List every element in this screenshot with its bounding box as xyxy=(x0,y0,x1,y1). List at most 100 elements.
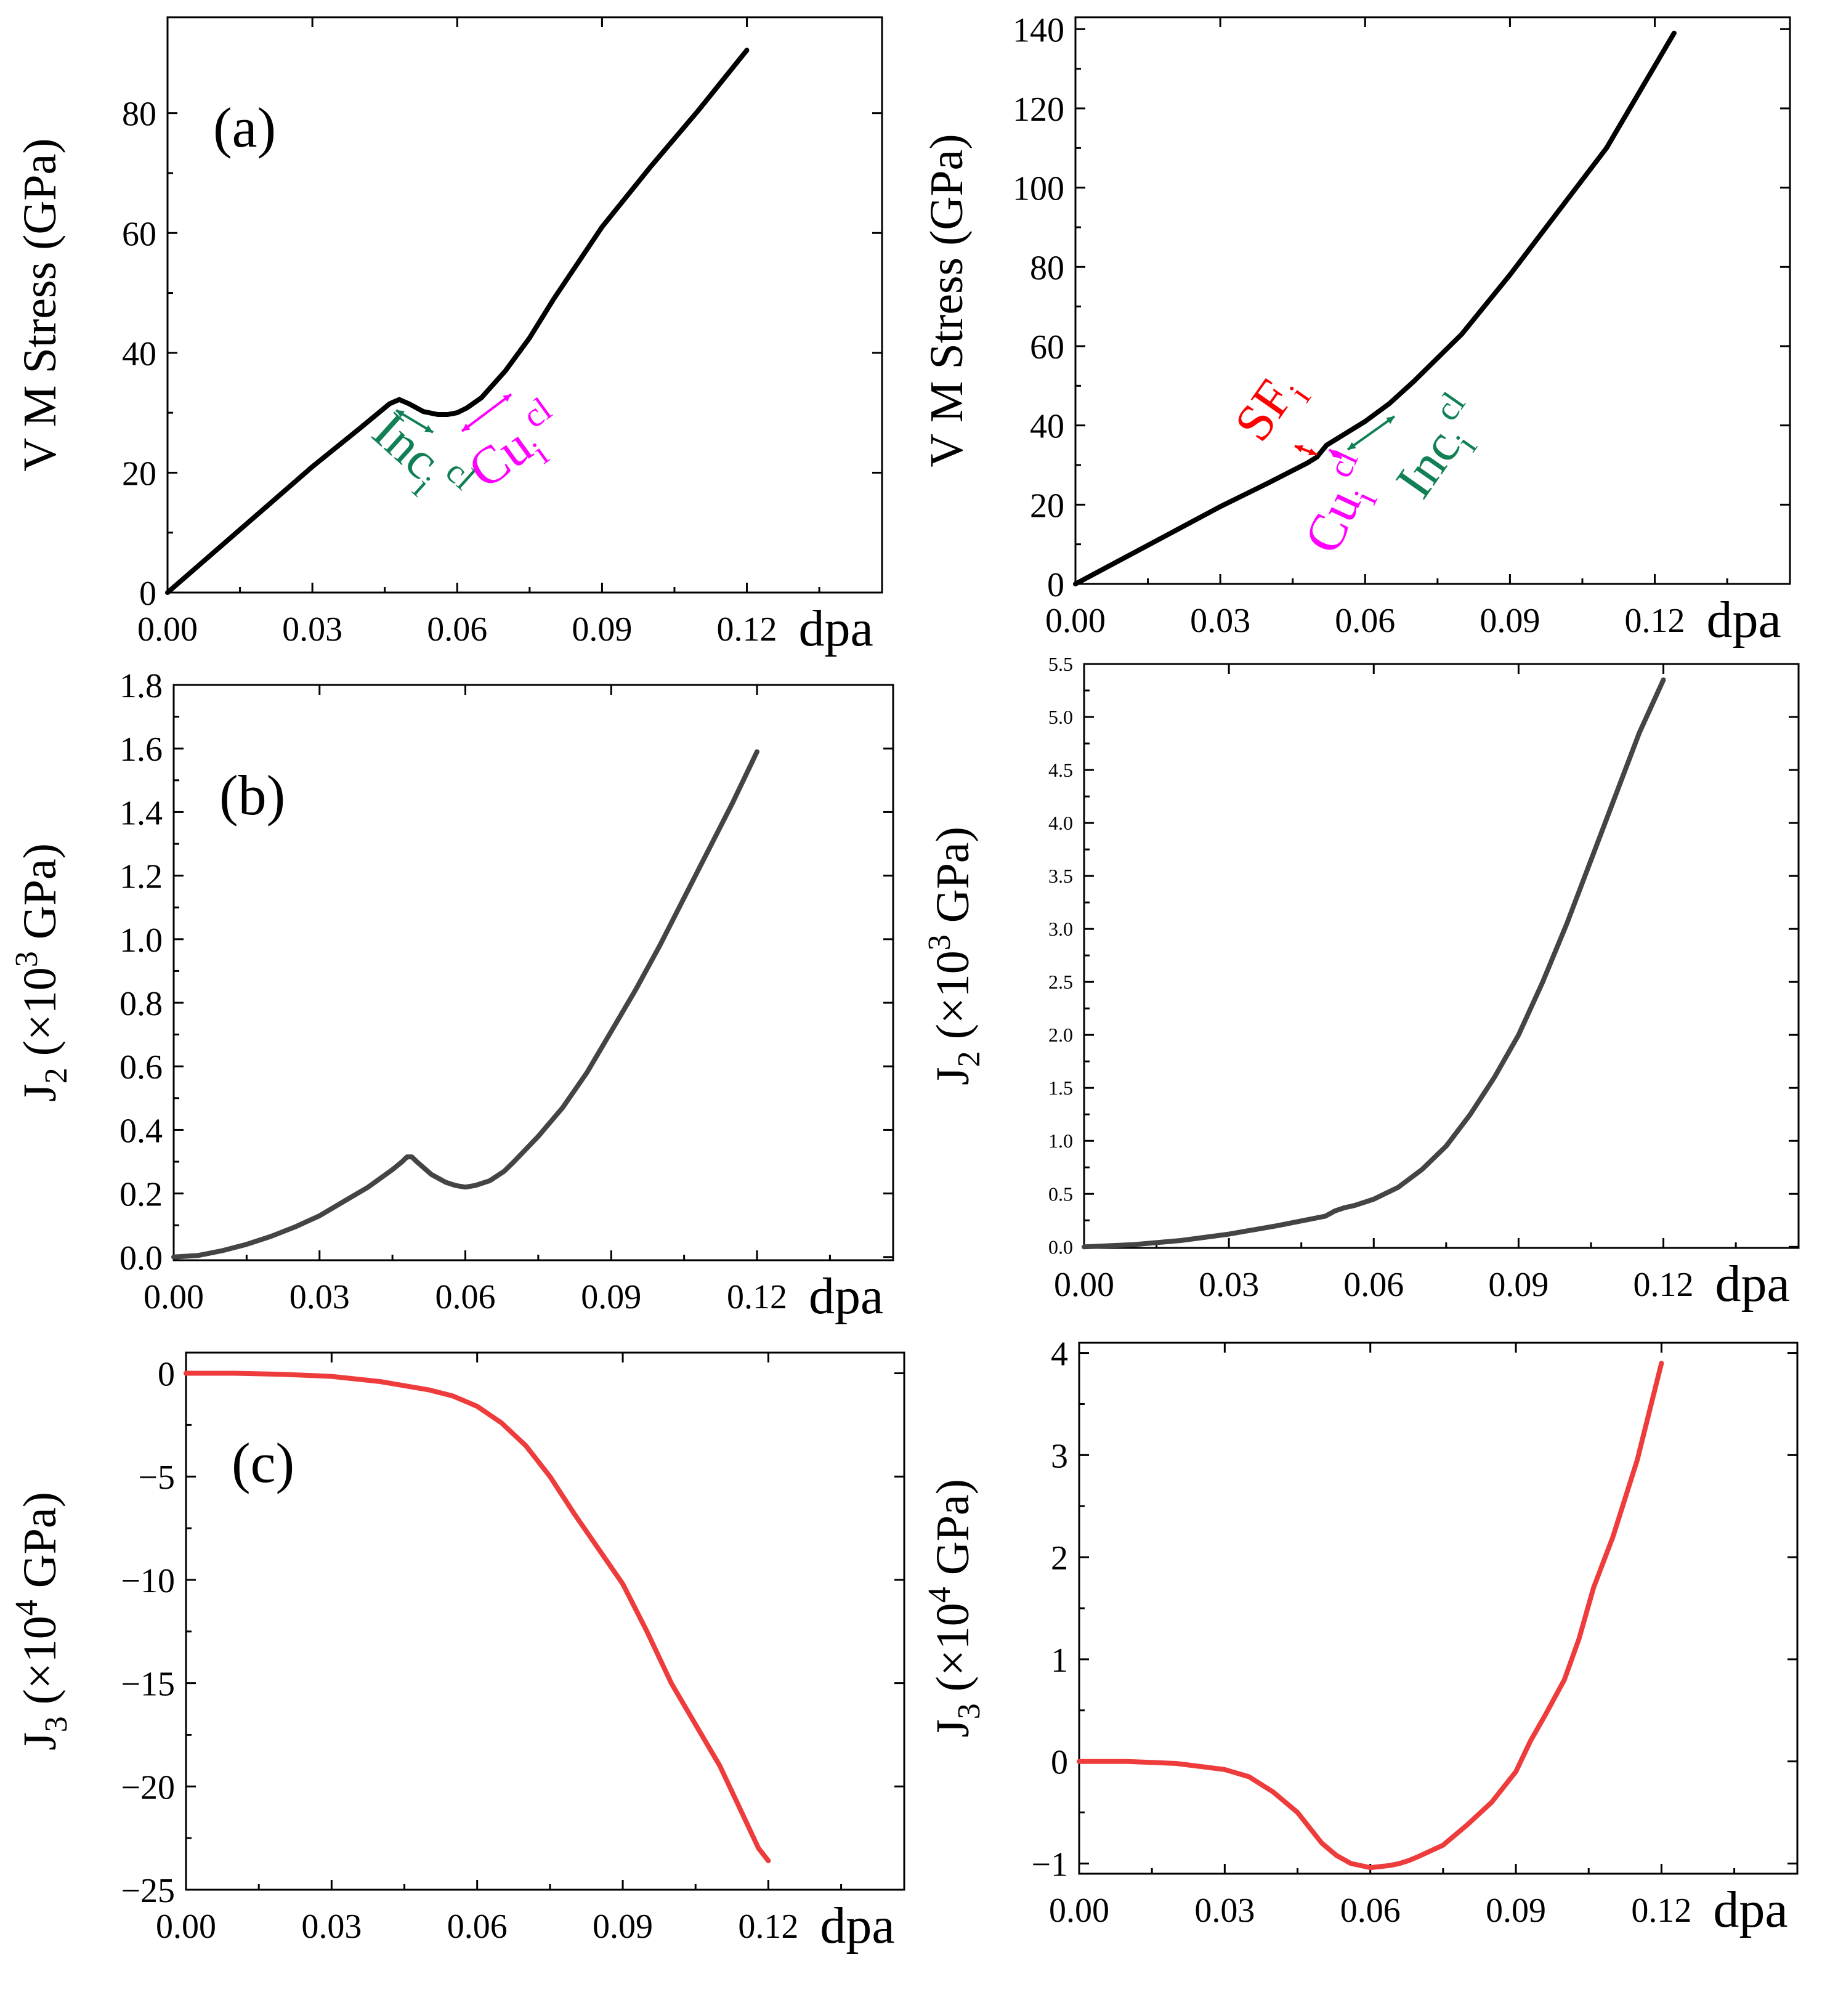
x-tick-label: 0.12 xyxy=(1631,1892,1691,1930)
x-tick-label: 0.00 xyxy=(156,1908,216,1946)
annotation-label: Cuicl xyxy=(455,390,579,508)
plot-frame xyxy=(166,16,883,594)
y-tick-label: 80 xyxy=(122,95,156,134)
y-tick-label: −1 xyxy=(1031,1845,1068,1884)
y-tick-label: 2 xyxy=(1051,1539,1068,1577)
y-axis-label: J2 (×103 GPa) xyxy=(9,843,74,1102)
x-tick-label: 0.03 xyxy=(1190,602,1250,640)
y-axis-label: J2 (×103 GPa) xyxy=(922,827,987,1085)
series-line xyxy=(1077,1361,1664,1871)
y-tick-label: 80 xyxy=(1030,249,1064,287)
x-axis-label: dpa xyxy=(809,1268,883,1325)
y-tick-label: 0.5 xyxy=(1048,1183,1073,1205)
x-tick-label: 0.12 xyxy=(1634,1266,1694,1304)
chart-a_right: 0.00 0.03 0.06 0.09 0.12 0 20 40 60 80 100 120 140 dp… xyxy=(921,11,1791,649)
y-tick-label: 1.2 xyxy=(119,858,163,896)
y-tick-label: −25 xyxy=(121,1872,175,1910)
panel-label: (b) xyxy=(219,764,285,827)
annotation-inc: Incicl xyxy=(1346,386,1485,508)
series-line xyxy=(184,1370,771,1863)
x-tick-label: 0.06 xyxy=(1335,602,1395,640)
y-tick-label: 0.6 xyxy=(119,1048,163,1087)
x-tick-label: 0.09 xyxy=(1488,1266,1549,1304)
y-tick-label: 20 xyxy=(122,455,156,493)
y-tick-label: 0.0 xyxy=(1048,1236,1073,1258)
arrow-head xyxy=(462,423,471,431)
y-tick-label: 5.0 xyxy=(1048,706,1073,728)
x-tick-label: 0.12 xyxy=(1625,602,1685,640)
y-tick-label: 20 xyxy=(1030,487,1064,525)
x-tick-label: 0.12 xyxy=(717,610,777,649)
arrow-head xyxy=(424,425,433,432)
x-tick-label: 0.00 xyxy=(1054,1266,1114,1304)
arrow-head xyxy=(1329,450,1338,458)
y-tick-label: 1.4 xyxy=(119,794,163,832)
y-tick-label: 1.5 xyxy=(1048,1077,1073,1099)
y-tick-label: 0.8 xyxy=(119,985,163,1023)
arrow-head xyxy=(1386,416,1395,424)
x-axis-label: dpa xyxy=(1707,591,1781,649)
x-axis-label: dpa xyxy=(1715,1255,1790,1313)
arrow-head xyxy=(1348,442,1356,450)
x-tick-label: 0.06 xyxy=(1343,1266,1404,1304)
chart-c_right: 0.00 0.03 0.06 0.09 0.12 −1 0 1 2 3 4 dpa J3 (×104 G… xyxy=(922,1335,1799,1938)
y-tick-label: 40 xyxy=(1030,408,1064,446)
panel-label: (a) xyxy=(213,96,276,159)
y-tick-label: 3.0 xyxy=(1048,918,1073,940)
series-line xyxy=(1082,677,1666,1250)
x-tick-label: 0.09 xyxy=(572,610,632,649)
x-tick-label: 0.00 xyxy=(137,610,198,649)
y-axis-label: V M Stress (GPa) xyxy=(14,138,66,471)
annotation-sf: SFi xyxy=(1223,369,1318,456)
plot-frame xyxy=(1074,16,1791,585)
arrow-head xyxy=(1333,450,1342,458)
y-tick-label: 0 xyxy=(1051,1744,1068,1782)
x-tick-label: 0.03 xyxy=(289,1278,350,1316)
y-axis-label: V M Stress (GPa) xyxy=(921,134,973,467)
y-tick-label: 0.0 xyxy=(119,1239,163,1277)
arrow-head xyxy=(503,394,511,402)
x-tick-label: 0.06 xyxy=(447,1908,508,1946)
y-tick-label: 0.4 xyxy=(119,1112,163,1150)
y-tick-label: 0 xyxy=(139,575,156,613)
y-tick-label: 0 xyxy=(158,1356,175,1394)
x-tick-label: 0.00 xyxy=(144,1278,204,1316)
plot-frame xyxy=(185,1351,905,1891)
x-tick-label: 0.03 xyxy=(1199,1266,1259,1304)
plot-frame xyxy=(1083,663,1800,1249)
y-tick-label: 4.5 xyxy=(1048,759,1073,781)
annotation-arrow xyxy=(1346,415,1396,451)
x-tick-label: 0.03 xyxy=(282,610,342,649)
y-tick-label: 0.2 xyxy=(119,1176,163,1214)
y-tick-label: 40 xyxy=(122,335,156,373)
x-tick-label: 0.09 xyxy=(1480,602,1540,640)
x-axis-label: dpa xyxy=(1713,1881,1787,1938)
x-tick-label: 0.12 xyxy=(727,1278,787,1316)
x-axis-label: dpa xyxy=(820,1897,894,1954)
y-axis-label: J3 (×104 GPa) xyxy=(922,1479,987,1738)
y-tick-label: −5 xyxy=(138,1459,175,1497)
y-tick-label: 60 xyxy=(1030,328,1064,366)
x-tick-label: 0.09 xyxy=(593,1908,653,1946)
y-tick-label: 1.0 xyxy=(1048,1130,1073,1152)
y-tick-label: 140 xyxy=(1013,11,1064,49)
y-tick-label: 1 xyxy=(1051,1642,1068,1680)
y-tick-label: 120 xyxy=(1013,91,1064,129)
y-tick-label: 1.8 xyxy=(119,667,163,705)
x-tick-label: 0.12 xyxy=(738,1908,798,1946)
y-tick-label: −10 xyxy=(121,1562,175,1600)
arrow-head xyxy=(1308,448,1317,456)
x-tick-label: 0.03 xyxy=(301,1908,362,1946)
arrow-head xyxy=(396,410,405,418)
arrow-head xyxy=(1295,445,1303,453)
chart-b_left: 0.00 0.03 0.06 0.09 0.12 0.0 0.2 0.4 0.6 0.8 1.0 1.… xyxy=(9,667,894,1325)
x-tick-label: 0.00 xyxy=(1049,1892,1109,1930)
chart-c_left: 0.00 0.03 0.06 0.09 0.12 0 −5 −10 −15 −20 −25 dpa J3… xyxy=(9,1351,905,1954)
y-tick-label: 3.5 xyxy=(1048,865,1073,887)
y-tick-label: 5.5 xyxy=(1048,653,1073,675)
y-tick-label: 3 xyxy=(1051,1437,1068,1475)
y-tick-label: −20 xyxy=(121,1768,175,1807)
x-tick-label: 0.06 xyxy=(1340,1892,1401,1930)
y-tick-label: 1.0 xyxy=(119,921,163,960)
y-tick-label: 0 xyxy=(1047,566,1064,604)
